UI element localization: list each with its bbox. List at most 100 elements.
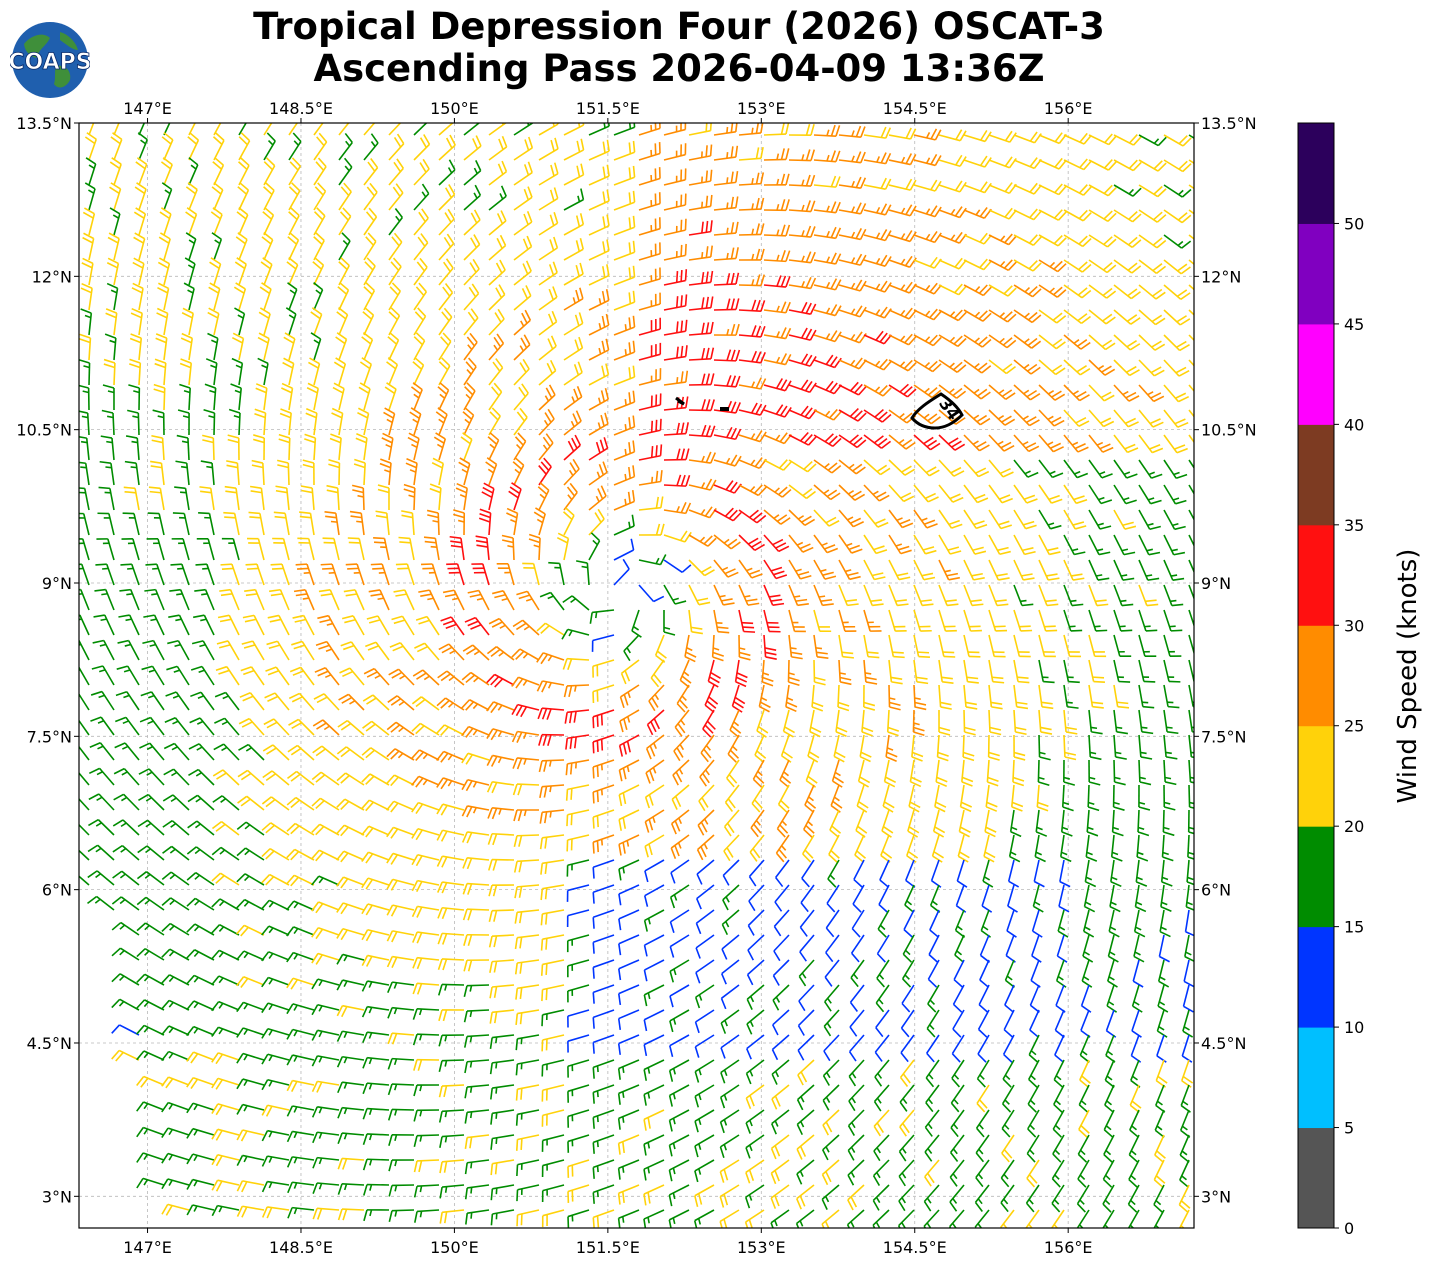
wind-barb [1138,584,1159,607]
wind-barb [713,507,742,522]
wind-barb [847,1109,865,1136]
wind-barb [148,486,165,511]
wind-barb [181,307,194,336]
wind-barb [152,409,165,436]
wind-barb [463,283,480,311]
wind-barb [1188,684,1194,708]
wind-barb [359,357,373,386]
wind-barb [164,717,190,736]
wind-barb [888,127,917,140]
wind-barb [1138,459,1163,479]
wind-barb [750,809,765,838]
wind-barb [161,974,190,986]
wind-barb [688,144,713,161]
wind-barb [202,434,215,461]
wind-barb [1163,609,1183,632]
wind-barb [486,673,515,688]
wind-barb [336,772,365,786]
wind-barb [763,301,791,314]
wind-barb [738,377,767,390]
wind-barb [489,1009,515,1024]
wind-barb [261,951,290,962]
wind-barb [193,614,215,636]
wind-barb [961,759,974,787]
wind-barb [261,976,290,988]
wind-barb [1163,159,1192,173]
wind-barb [162,794,190,811]
lat-label-left: 7.5°N [27,727,72,746]
wind-barb [512,619,540,636]
wind-barb [838,176,867,189]
wind-barb [782,709,795,738]
wind-barb [1088,759,1101,786]
wind-barb [1188,284,1194,291]
wind-barb [663,559,692,573]
wind-barb [813,459,842,474]
wind-barb [109,157,122,186]
wind-barb [643,1034,665,1056]
wind-barb [1038,684,1054,710]
wind-barb [1088,684,1104,709]
wind-barb [963,659,979,684]
wind-barb [490,1084,515,1100]
wind-barb [88,793,115,811]
wind-barb [938,359,967,373]
wind-barb [688,559,715,577]
wind-barb [1183,959,1194,988]
lon-label-top: 154.5°E [883,99,947,118]
wind-barb [1077,1134,1090,1163]
wind-barb [1188,434,1194,444]
wind-barb [838,279,867,292]
wind-barb [154,358,167,386]
wind-barb [79,875,90,886]
wind-barb [414,642,440,661]
wind-barb [446,563,465,586]
wind-barb [513,358,530,386]
wind-barb [464,1084,490,1099]
wind-barb [163,123,171,136]
wind-barb [695,884,715,910]
wind-barb [863,534,888,555]
wind-barb [566,834,590,852]
wind-barb [1038,709,1053,735]
wind-barb [161,1050,190,1062]
wind-barb [501,534,515,561]
wind-barb [1063,434,1089,453]
wind-barb [287,1206,315,1219]
wind-barb [305,408,318,436]
wind-barb [1088,159,1117,171]
wind-barb [111,896,140,911]
wind-barb [79,538,90,561]
wind-barb [898,1184,915,1212]
wind-barb [1163,334,1190,352]
wind-barb [565,734,590,750]
wind-barb [1088,234,1117,248]
wind-barb [118,614,140,636]
wind-barb [592,834,615,854]
wind-barb [453,509,466,536]
wind-barb [199,486,215,511]
wind-barb [618,734,640,757]
wind-barb [189,717,215,736]
wind-barb [761,659,774,687]
wind-barb [756,709,769,738]
wind-barb [91,665,115,686]
wind-barb [337,719,365,736]
wind-barb [1029,1009,1040,1038]
wind-barb [1113,184,1142,197]
wind-barb [963,534,987,555]
wind-barb [113,123,120,136]
wind-barb [158,232,171,261]
wind-barb [513,211,533,236]
wind-barb [1163,234,1192,249]
wind-barb [771,1059,790,1085]
wind-barb [951,1059,965,1088]
wind-barb [407,432,420,461]
wind-barb [663,123,687,136]
wind-barb [398,536,415,561]
wind-barb [311,952,340,965]
wind-barb [186,1102,215,1114]
wind-barb [136,922,165,936]
wind-barb [211,872,240,886]
wind-barb [837,684,850,712]
